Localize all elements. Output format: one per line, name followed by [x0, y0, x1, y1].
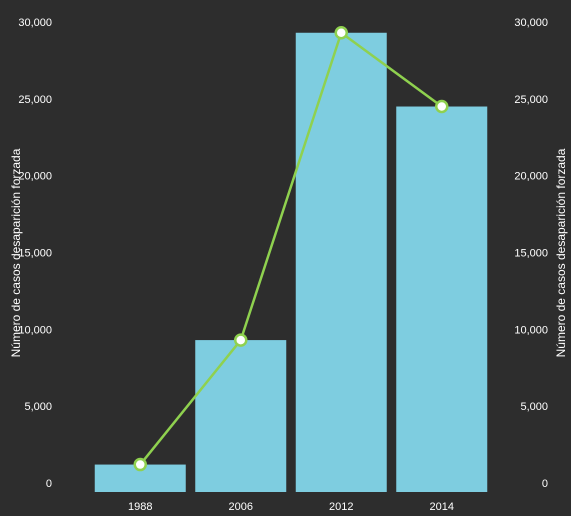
- y-right-tick-label: 25,000: [514, 94, 548, 106]
- x-tick-label: 2006: [229, 501, 253, 513]
- bar-series: [94, 32, 488, 493]
- y-left-tick-label: 20,000: [18, 171, 52, 183]
- bar: [396, 106, 488, 493]
- line-series: [133, 26, 449, 472]
- x-tick-label: 2014: [430, 501, 454, 513]
- y-axis-left-label: Número de casos desaparición forzada: [9, 148, 23, 357]
- y-left-tick-label: 10,000: [18, 324, 52, 336]
- y-right-tick-label: 15,000: [514, 248, 548, 260]
- x-axis: 1988 2006 2012 2014: [128, 501, 454, 513]
- y-right-tick-label: 10,000: [514, 324, 548, 336]
- y-left-tick-label: 5,000: [24, 401, 52, 413]
- y-left-tick-label: 30,000: [18, 17, 52, 29]
- x-tick-label: 1988: [128, 501, 152, 513]
- y-right-tick-label: 5,000: [520, 401, 548, 413]
- y-axis-left: 0 5,000 10,000 15,000 20,000 25,000 30,000: [18, 17, 52, 490]
- y-right-tick-label: 20,000: [514, 171, 548, 183]
- y-left-tick-label: 0: [46, 478, 52, 490]
- line-point: [435, 99, 449, 114]
- y-axis-right-label: Número de casos desaparición forzada: [554, 148, 568, 357]
- x-tick-label: 2012: [329, 501, 353, 513]
- y-right-tick-label: 30,000: [514, 17, 548, 29]
- line-point: [334, 26, 348, 40]
- y-left-tick-label: 25,000: [18, 94, 52, 106]
- y-left-tick-label: 15,000: [18, 248, 52, 260]
- series-line: [139, 30, 443, 466]
- line-point: [133, 457, 147, 472]
- y-axis-right: 0 5,000 10,000 15,000 20,000 25,000 30,000: [514, 17, 548, 490]
- line-point: [234, 333, 248, 347]
- y-right-tick-label: 0: [542, 478, 548, 490]
- bar: [195, 340, 287, 492]
- bar: [295, 32, 387, 493]
